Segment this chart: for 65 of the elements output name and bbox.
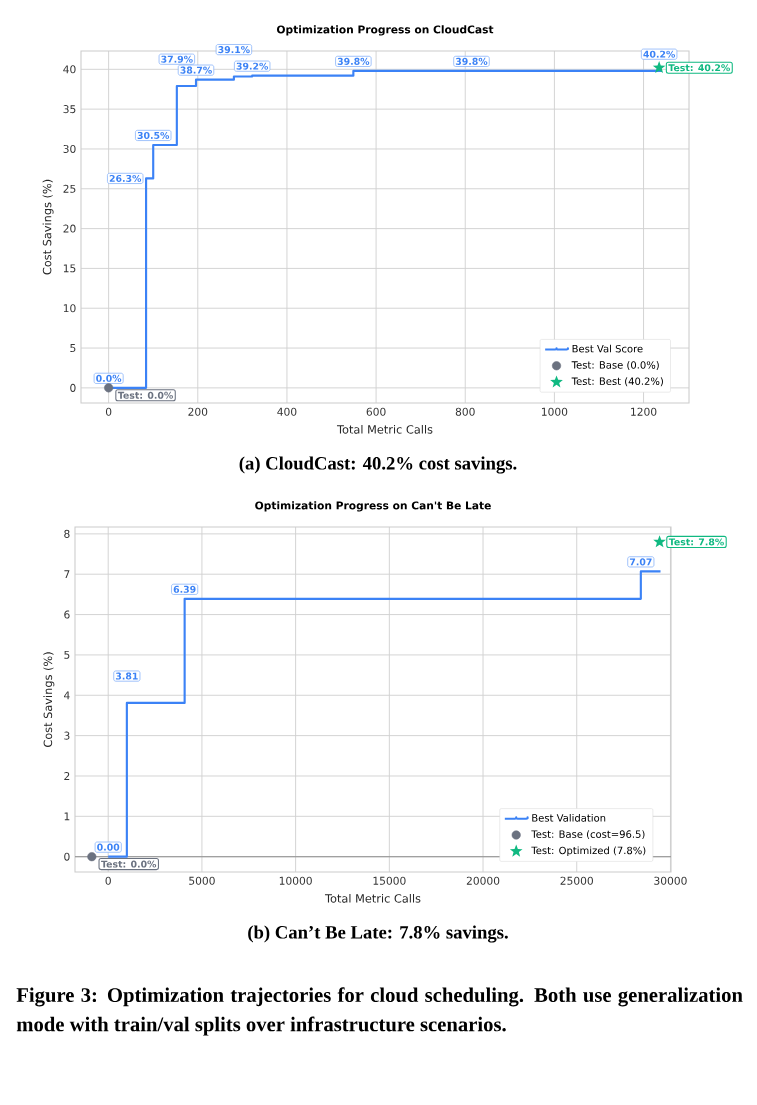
- x-tick-label: 20000: [466, 876, 500, 885]
- x-tick-label: 200: [188, 407, 208, 416]
- x-tick-label: 1200: [631, 407, 657, 416]
- y-tick-label: 30: [63, 144, 76, 153]
- y-tick-label: 6: [64, 610, 70, 619]
- y-tick-label: 35: [63, 105, 76, 114]
- y-tick-label: 1: [64, 812, 70, 821]
- x-tick-label: 5000: [189, 876, 215, 885]
- x-tick-label: 800: [455, 407, 475, 416]
- x-axis-title: Total Metric Calls: [336, 424, 433, 434]
- legend-label: Test: Base (0.0%): [571, 361, 659, 370]
- data-label: Test: 0.0%: [101, 860, 157, 868]
- y-tick-label: 5: [70, 344, 76, 353]
- x-tick-label: 10000: [279, 876, 312, 885]
- data-label: Test: 7.8%: [668, 538, 724, 546]
- y-tick-label: 25: [63, 184, 76, 193]
- text: (a) CloudCast: 40.2% cost savings.: [239, 456, 517, 474]
- x-tick-label: 15000: [373, 876, 406, 885]
- x-tick-label: 25000: [560, 876, 593, 885]
- data-label: Test: 40.2%: [668, 64, 730, 72]
- y-tick-label: 15: [63, 264, 76, 273]
- chart-title: Optimization Progress on CloudCast: [276, 25, 494, 36]
- data-label: 39.1%: [218, 46, 250, 54]
- data-label: 39.2%: [236, 62, 269, 70]
- y-tick-label: 2: [64, 772, 70, 780]
- y-tick-label: 4: [64, 691, 70, 700]
- y-tick-label: 40: [63, 65, 76, 74]
- legend-label: Best Validation: [532, 813, 606, 822]
- data-label: 39.8%: [337, 57, 370, 65]
- y-tick-label: 20: [63, 224, 76, 233]
- x-tick-label: 600: [366, 407, 386, 416]
- caption: Figure 3: Optimization trajectories for cloud scheduling. Both use generalization mode with train/val splits over infrastructure scenarios.: [16, 987, 743, 1036]
- data-label: 39.8%: [455, 57, 488, 65]
- data-label: 0.0%: [96, 374, 122, 382]
- y-tick-label: 0: [64, 852, 70, 861]
- y-tick-label: 10: [63, 304, 76, 313]
- data-label: 38.7%: [180, 66, 212, 74]
- data-label: 26.3%: [109, 174, 142, 182]
- y-tick-label: 7: [64, 570, 70, 579]
- data-label: 6.39: [173, 585, 196, 593]
- y-tick-label: 0: [70, 383, 76, 392]
- x-tick-label: 0: [105, 407, 112, 416]
- legend-label: Test: Best (40.2%): [571, 377, 663, 387]
- legend-label: Test: Optimized (7.8%): [531, 846, 646, 857]
- x-tick-label: 400: [277, 407, 297, 416]
- data-label: 7.07: [629, 558, 652, 566]
- x-axis-title: Total Metric Calls: [324, 893, 421, 903]
- x-tick-label: 0: [105, 876, 111, 885]
- data-label: 3.81: [115, 672, 138, 680]
- y-axis-title: Cost Savings (%): [43, 652, 55, 748]
- data-label: Test: 0.0%: [117, 391, 173, 399]
- chart-title: Optimization Progress on Can't Be Late: [255, 501, 491, 512]
- data-label: 0.00: [97, 843, 120, 851]
- y-tick-label: 8: [64, 529, 70, 538]
- data-label: 30.5%: [137, 131, 170, 139]
- legend-label: Best Val Score: [572, 344, 643, 353]
- y-axis-title: Cost Savings (%): [42, 179, 54, 275]
- annotation: 40.2%: [643, 50, 676, 58]
- y-tick-label: 3: [64, 731, 70, 740]
- data-label: 37.9%: [161, 55, 193, 63]
- legend-label: Test: Base (cost=96.5): [531, 830, 645, 840]
- text: (b) Can’t Be Late: 7.8% savings.: [248, 925, 508, 943]
- x-tick-label: 30000: [654, 876, 687, 885]
- y-tick-label: 5: [64, 650, 70, 659]
- x-tick-label: 1000: [541, 407, 568, 416]
